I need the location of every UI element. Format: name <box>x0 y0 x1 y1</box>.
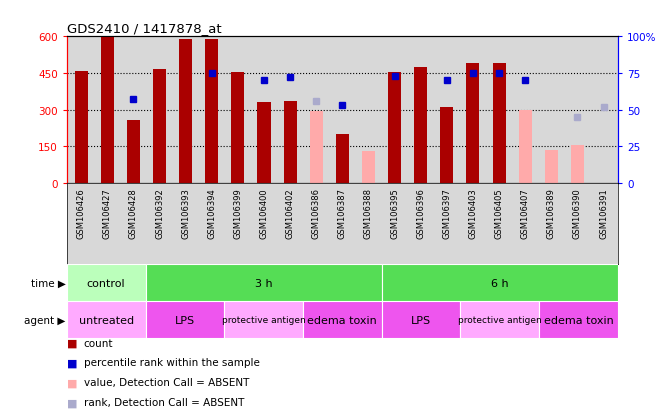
Bar <box>388 73 401 184</box>
Text: ■: ■ <box>67 397 77 407</box>
Text: LPS: LPS <box>175 315 195 325</box>
Bar <box>284 102 297 184</box>
Text: GSM106392: GSM106392 <box>155 188 164 238</box>
Text: GSM106405: GSM106405 <box>494 188 504 238</box>
Text: 3 h: 3 h <box>255 278 273 288</box>
Bar <box>101 38 114 184</box>
Bar <box>336 135 349 184</box>
Bar <box>571 146 584 184</box>
Text: percentile rank within the sample: percentile rank within the sample <box>84 358 259 368</box>
Text: GSM106396: GSM106396 <box>416 188 426 239</box>
Bar <box>224 301 303 339</box>
Text: ■: ■ <box>67 358 77 368</box>
Text: agent ▶: agent ▶ <box>24 315 65 325</box>
Text: GSM106389: GSM106389 <box>547 188 556 239</box>
Text: GSM106391: GSM106391 <box>599 188 608 238</box>
Text: untreated: untreated <box>79 315 134 325</box>
Bar <box>67 264 146 301</box>
Text: GSM106390: GSM106390 <box>573 188 582 238</box>
Text: time ▶: time ▶ <box>31 278 65 288</box>
Bar <box>362 152 375 184</box>
Text: ■: ■ <box>67 338 77 348</box>
Bar <box>539 301 618 339</box>
Text: GSM106395: GSM106395 <box>390 188 399 238</box>
Bar <box>179 40 192 184</box>
Text: GSM106403: GSM106403 <box>468 188 478 238</box>
Text: LPS: LPS <box>411 315 431 325</box>
Bar <box>381 264 618 301</box>
Bar <box>466 64 480 184</box>
Bar <box>205 40 218 184</box>
Text: GSM106388: GSM106388 <box>364 188 373 239</box>
Text: GSM106399: GSM106399 <box>233 188 242 238</box>
Bar <box>146 301 224 339</box>
Bar <box>545 151 558 184</box>
Bar <box>492 64 506 184</box>
Text: GSM106386: GSM106386 <box>312 188 321 239</box>
Text: control: control <box>87 278 126 288</box>
Text: GSM106400: GSM106400 <box>259 188 269 238</box>
Text: GSM106426: GSM106426 <box>77 188 86 238</box>
Text: GSM106427: GSM106427 <box>103 188 112 238</box>
Text: count: count <box>84 338 113 348</box>
Bar <box>381 301 460 339</box>
Text: protective antigen: protective antigen <box>458 316 542 325</box>
Text: GSM106402: GSM106402 <box>286 188 295 238</box>
Text: GDS2410 / 1417878_at: GDS2410 / 1417878_at <box>67 22 221 35</box>
Bar <box>303 301 381 339</box>
Text: protective antigen: protective antigen <box>222 316 305 325</box>
Text: rank, Detection Call = ABSENT: rank, Detection Call = ABSENT <box>84 397 244 407</box>
Text: GSM106428: GSM106428 <box>129 188 138 238</box>
Text: GSM106407: GSM106407 <box>520 188 530 238</box>
Bar <box>127 120 140 184</box>
Text: GSM106387: GSM106387 <box>338 188 347 239</box>
Text: edema toxin: edema toxin <box>544 315 613 325</box>
Bar <box>67 301 146 339</box>
Text: ■: ■ <box>67 377 77 387</box>
Bar <box>440 108 454 184</box>
Text: GSM106393: GSM106393 <box>181 188 190 239</box>
Bar <box>460 301 539 339</box>
Text: 6 h: 6 h <box>491 278 508 288</box>
Text: value, Detection Call = ABSENT: value, Detection Call = ABSENT <box>84 377 249 387</box>
Bar <box>414 68 428 184</box>
Text: GSM106394: GSM106394 <box>207 188 216 238</box>
Text: GSM106397: GSM106397 <box>442 188 452 239</box>
Bar <box>257 103 271 184</box>
Bar <box>231 73 244 184</box>
Bar <box>310 112 323 184</box>
Bar <box>75 71 88 184</box>
Text: edema toxin: edema toxin <box>307 315 377 325</box>
Bar <box>518 110 532 184</box>
Bar <box>146 264 381 301</box>
Bar <box>153 70 166 184</box>
